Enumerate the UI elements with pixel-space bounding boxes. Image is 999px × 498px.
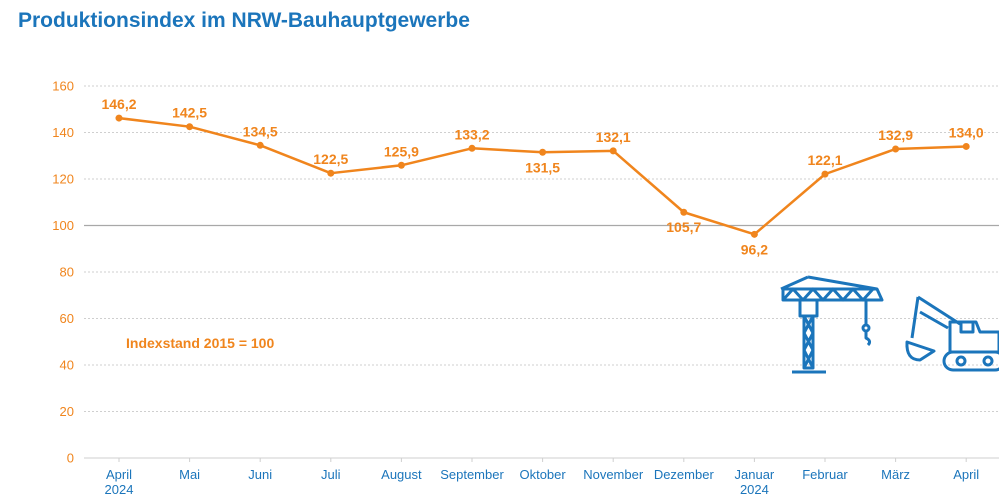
x-tick-label: April (953, 467, 979, 482)
y-tick-label: 100 (52, 218, 74, 233)
data-label: 146,2 (101, 96, 136, 112)
y-tick-label: 0 (67, 451, 74, 466)
data-label: 131,5 (525, 159, 560, 175)
chart-title: Produktionsindex im NRW-Bauhauptgewerbe (18, 9, 470, 32)
x-tick-label: März (881, 467, 910, 482)
data-point (892, 145, 900, 153)
x-tick-label: Juli (321, 467, 341, 482)
y-tick-label: 20 (60, 404, 74, 419)
data-label: 132,1 (596, 129, 631, 145)
data-point (750, 230, 758, 238)
x-tick-year-label: 2024 (105, 482, 134, 497)
data-labels: 146,2 142,5 134,5 122,5 125,9 133,2 131,5 132,1… (101, 96, 983, 257)
y-tick-label: 140 (52, 125, 74, 140)
y-tick-label: 60 (60, 311, 74, 326)
x-tick-label: August (381, 467, 422, 482)
index-note: Indexstand 2015 = 100 (126, 335, 274, 351)
data-label: 122,1 (807, 152, 842, 168)
data-label: 105,7 (666, 219, 701, 235)
x-tick-label: Dezember (654, 467, 715, 482)
y-axis: 0 20 40 60 80 100 120 140 160 (52, 79, 74, 466)
data-points (115, 114, 970, 238)
data-point (539, 148, 547, 156)
y-tick-label: 80 (60, 265, 74, 280)
data-point (468, 144, 476, 152)
data-label: 96,2 (741, 241, 768, 257)
x-tick-label: Juni (248, 467, 272, 482)
y-tick-label: 160 (52, 79, 74, 94)
x-tick-label: Oktober (519, 467, 566, 482)
data-point (397, 161, 405, 169)
data-point (680, 208, 688, 216)
data-point (186, 123, 194, 131)
data-point (962, 142, 970, 150)
x-tick-label: Mai (179, 467, 200, 482)
data-label: 134,5 (243, 123, 278, 139)
x-tick-label: April (106, 467, 132, 482)
crane-icon (780, 275, 884, 374)
data-label: 122,5 (313, 151, 348, 167)
data-label: 134,0 (949, 124, 984, 140)
x-tick-label: September (440, 467, 504, 482)
data-label: 142,5 (172, 105, 207, 121)
x-tick-label: Februar (802, 467, 848, 482)
data-label: 132,9 (878, 127, 913, 143)
excavator-icon (905, 295, 999, 372)
x-tick-label: November (583, 467, 644, 482)
data-point (609, 147, 617, 155)
grid-lines (84, 85, 999, 459)
data-label: 125,9 (384, 143, 419, 159)
x-tick-year-label: 2024 (740, 482, 769, 497)
data-point (327, 169, 335, 177)
data-label: 133,2 (454, 126, 489, 142)
y-tick-label: 40 (60, 358, 74, 373)
data-point (256, 141, 264, 149)
data-point (115, 114, 123, 122)
data-point (821, 170, 829, 178)
y-tick-label: 120 (52, 172, 74, 187)
x-tick-label: Januar (735, 467, 775, 482)
